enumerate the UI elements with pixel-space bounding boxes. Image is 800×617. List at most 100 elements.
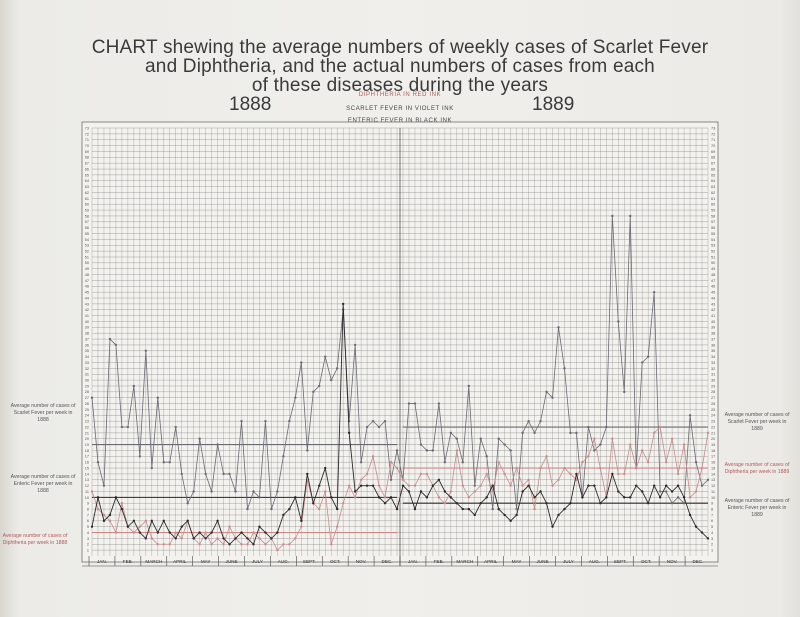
- data-point: [144, 519, 148, 523]
- data-point: [485, 472, 488, 476]
- y-tick-label-right: 37: [711, 337, 715, 341]
- y-tick-label-left: 17: [85, 455, 89, 459]
- data-point: [90, 525, 94, 528]
- data-point: [413, 507, 417, 511]
- data-point: [509, 519, 512, 523]
- y-tick-label-left: 4: [87, 531, 89, 535]
- y-tick-label-left: 45: [85, 291, 89, 295]
- data-point: [682, 443, 686, 446]
- data-point: [658, 490, 662, 493]
- data-point: [114, 343, 118, 347]
- data-point: [120, 425, 124, 429]
- data-point: [138, 531, 142, 534]
- data-point: [641, 490, 644, 493]
- y-tick-label-left: 61: [85, 197, 89, 201]
- data-point: [204, 537, 207, 540]
- data-point: [533, 507, 536, 511]
- y-tick-label-left: 59: [85, 208, 89, 212]
- data-point: [437, 478, 441, 481]
- data-point: [174, 537, 177, 540]
- y-tick-label-right: 38: [711, 332, 715, 336]
- data-point: [210, 531, 213, 534]
- data-point: [587, 484, 590, 487]
- y-tick-label-left: 38: [85, 332, 89, 336]
- month-label: OCT.: [330, 559, 340, 564]
- data-point: [706, 478, 710, 481]
- data-point: [365, 484, 369, 487]
- data-point: [407, 490, 411, 493]
- data-point: [497, 437, 500, 440]
- y-tick-label-right: 35: [711, 349, 715, 353]
- data-point: [461, 507, 464, 511]
- data-point: [120, 502, 124, 505]
- y-tick-label-left: 46: [85, 285, 89, 289]
- y-tick-label-right: 31: [711, 373, 715, 377]
- data-point: [96, 496, 100, 499]
- chart-title-line-1: CHART shewing the average numbers of wee…: [91, 37, 709, 58]
- data-point: [198, 543, 201, 546]
- data-point: [646, 460, 650, 464]
- data-point: [102, 484, 106, 487]
- data-point: [694, 460, 698, 464]
- data-point: [664, 460, 668, 464]
- y-tick-label-left: 28: [85, 390, 89, 394]
- y-tick-label-right: 28: [711, 390, 715, 394]
- y-tick-label-right: 1: [711, 549, 713, 553]
- data-point: [198, 531, 201, 534]
- data-point: [569, 472, 572, 476]
- data-point: [186, 502, 189, 505]
- data-point: [539, 419, 542, 423]
- y-tick-label-right: 44: [711, 296, 715, 300]
- data-point: [234, 490, 237, 493]
- data-point: [682, 496, 686, 499]
- data-point: [611, 214, 614, 218]
- y-tick-label-right: 29: [711, 384, 715, 388]
- data-point: [700, 531, 704, 534]
- data-point: [108, 513, 112, 517]
- month-label: JULY: [563, 559, 574, 564]
- month-label: JAN.: [97, 559, 107, 564]
- data-point: [617, 472, 620, 476]
- data-point: [336, 367, 339, 370]
- data-point: [228, 543, 231, 546]
- y-tick-label-left: 58: [85, 214, 89, 218]
- y-tick-label-left: 1: [87, 549, 89, 553]
- series-line: [91, 303, 709, 546]
- data-point: [144, 349, 148, 352]
- data-point: [108, 519, 112, 523]
- y-tick-label-right: 72: [711, 132, 715, 136]
- data-point: [407, 484, 411, 487]
- data-point: [563, 507, 566, 511]
- data-point: [533, 431, 536, 435]
- data-point: [353, 496, 357, 499]
- y-tick-label-right: 57: [711, 220, 715, 224]
- y-tick-label-left: 47: [85, 279, 89, 283]
- y-tick-label-left: 48: [85, 273, 89, 277]
- data-point: [623, 496, 626, 499]
- data-point: [377, 484, 381, 487]
- y-tick-label-right: 7: [711, 513, 713, 517]
- data-point: [545, 502, 548, 505]
- data-point: [617, 490, 620, 493]
- y-tick-label-left: 52: [85, 250, 89, 254]
- y-tick-label-right: 9: [711, 502, 713, 506]
- data-point: [246, 507, 249, 511]
- chart-title-line-2: and Diphtheria, and the actual numbers o…: [145, 56, 655, 77]
- data-point: [521, 431, 524, 435]
- y-tick-label-right: 23: [711, 420, 715, 424]
- y-tick-label-right: 54: [711, 238, 715, 242]
- data-point: [449, 490, 453, 493]
- side-note-scarlet-1889: Average number of cases of Scarlet Fever…: [724, 412, 790, 432]
- data-point: [551, 396, 554, 399]
- month-label: AUG.: [278, 559, 289, 564]
- data-point: [294, 496, 297, 499]
- data-point: [431, 449, 435, 452]
- data-point: [509, 484, 512, 487]
- data-point: [479, 502, 482, 505]
- y-tick-label-left: 21: [85, 431, 89, 435]
- data-point: [306, 449, 309, 452]
- data-point: [641, 361, 644, 364]
- y-tick-label-right: 58: [711, 214, 715, 218]
- data-point: [371, 484, 375, 487]
- data-point: [545, 455, 548, 458]
